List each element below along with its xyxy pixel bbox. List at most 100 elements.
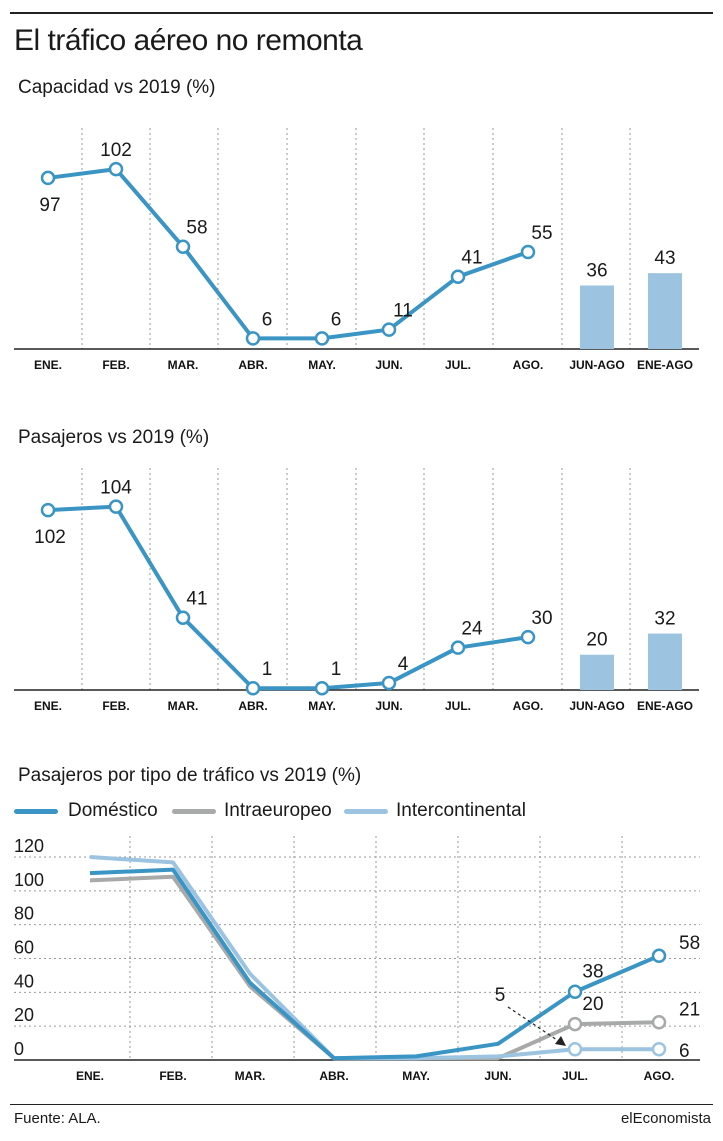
data-point [651,948,667,964]
page-title: El tráfico aéreo no remonta [14,24,363,57]
end-label: 58 [679,933,700,954]
legend-swatch-intercontinental [344,809,388,814]
x-tick-label: JUN-AGO [569,699,624,713]
capacidad-chart: ENE. FEB. MAR. ABR. MAY. JUN. JUL. AGO. JUN-AGO E… [14,128,699,372]
chart1-title: Capacidad vs 2019 (%) [18,77,216,98]
series-line [47,167,529,341]
y-tick-label: 60 [14,938,34,958]
data-label: 55 [531,223,552,244]
x-tick-label: MAR. [235,1069,266,1083]
data-label: 102 [34,527,66,548]
end-label: 38 [582,962,603,983]
data-point [520,244,536,260]
source-note: Fuente: ALA. [14,1110,101,1127]
x-tick-label: MAY. [308,358,336,372]
brand-logo-text: elEconomista [620,1110,711,1127]
x-tick-label: JUN. [375,358,402,372]
data-point [40,502,56,518]
data-point [567,1016,583,1032]
data-label: 58 [186,218,207,239]
data-label: 4 [398,654,409,675]
x-tick-label: FEB. [159,1069,186,1083]
x-tick-label: AGO. [644,1069,675,1083]
data-point [520,629,536,645]
data-point [245,680,261,696]
y-tick-label: 0 [14,1039,24,1059]
data-point [651,1015,667,1030]
data-point [450,640,466,655]
data-label: 104 [100,478,132,499]
data-label: 1 [262,659,273,680]
data-point [40,170,56,186]
x-tick-label: ABR. [319,1069,348,1083]
annotation-label: 5 [495,985,506,1006]
x-tick-label: ENE-AGO [637,699,693,713]
end-label: 6 [679,1041,690,1062]
y-tick-label: 100 [14,870,44,890]
data-point [381,322,397,337]
data-point [567,1041,583,1057]
legend-label-domestico: Doméstico [68,800,158,821]
data-point [651,1041,667,1057]
x-tick-label: JUL. [445,699,471,713]
data-point [245,331,261,346]
data-label: 6 [262,309,273,330]
legend-swatch-intraeuropeo [172,809,216,814]
bar-value-label: 43 [654,248,675,269]
data-point [381,675,397,691]
y-tick-label: 20 [14,1005,34,1025]
y-tick-label: 40 [14,971,34,991]
bar-value-label: 20 [586,630,607,651]
end-label: 21 [679,999,700,1020]
x-tick-label: FEB. [102,699,129,713]
annotation-arrow-head [555,1036,566,1046]
x-tick-label: MAY. [402,1069,430,1083]
x-tick-label: ABR. [238,699,267,713]
data-point [175,239,191,254]
data-label: 6 [331,309,342,330]
summary-bar [580,285,614,349]
summary-bar [648,273,682,349]
series-line-doméstico [89,867,660,1061]
x-tick-label: MAR. [168,699,199,713]
data-point [175,610,191,625]
x-tick-label: JUL. [445,358,471,372]
data-label: 102 [100,140,132,161]
x-tick-label: FEB. [102,358,129,372]
x-tick-label: ABR. [238,358,267,372]
tipo-trafico-chart: 120 100 80 60 40 20 0 ENE. FEB. MAR. ABR. MAY. JUN. J… [14,836,700,1083]
x-tick-label: JUN. [484,1069,511,1083]
y-tick-label: 80 [14,904,34,924]
data-label: 11 [393,301,413,322]
data-label: 30 [531,608,552,629]
bar-value-label: 36 [586,261,607,282]
x-tick-label: ENE-AGO [637,358,693,372]
bar-value-label: 32 [654,609,675,630]
data-label: 41 [186,589,207,610]
data-label: 97 [39,195,60,216]
summary-bar [648,633,682,690]
top-rule [10,12,713,14]
annotation-arrow-line [507,1006,561,1043]
data-point [450,269,466,284]
x-tick-label: ENE. [76,1069,104,1083]
x-tick-label: JUN. [375,699,402,713]
x-tick-label: JUN-AGO [569,358,624,372]
data-point [314,331,330,346]
x-tick-label: ENE. [34,699,62,713]
x-tick-label: MAY. [308,699,336,713]
end-label: 20 [582,994,603,1015]
series-line [47,504,529,691]
chart3-legend: Doméstico Intraeuropeo Intercontinental [14,798,714,824]
pasajeros-chart: ENE. FEB. MAR. ABR. MAY. JUN. JUL. AGO. JUN-AGO E… [14,468,699,713]
legend-swatch-domestico [14,809,58,814]
summary-bar [580,654,614,690]
chart3-title: Pasajeros por tipo de tráfico vs 2019 (%… [18,765,362,786]
data-point [108,161,124,177]
y-tick-label: 120 [14,836,44,856]
data-point [314,680,330,696]
x-tick-label: AGO. [513,699,544,713]
footer-rule [10,1104,713,1105]
chart2-title: Pasajeros vs 2019 (%) [18,427,210,448]
x-tick-label: MAR. [168,358,199,372]
